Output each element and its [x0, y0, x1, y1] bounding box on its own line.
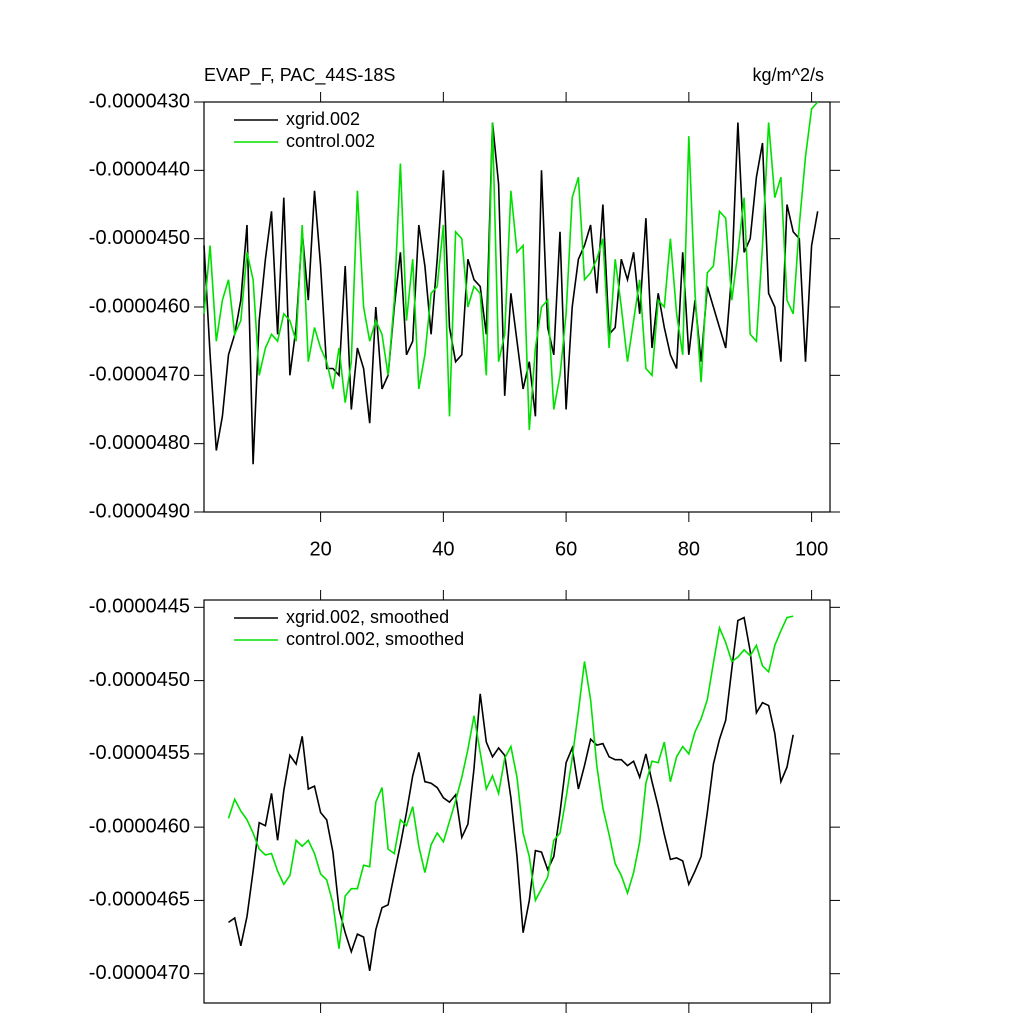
plot-frame [203, 599, 831, 1004]
x-tick-label: 20 [309, 538, 331, 560]
x-tick-label: 60 [555, 538, 577, 560]
y-tick-label: -0.0000470 [89, 364, 190, 386]
x-tick-label: 40 [432, 538, 454, 560]
y-tick-label: -0.0000450 [89, 227, 190, 249]
legend-label: control.002 [286, 131, 375, 151]
x-tick-label: 80 [678, 538, 700, 560]
series-line [227, 615, 794, 949]
y-tick-label: -0.0000470 [89, 962, 190, 984]
y-tick-label: -0.0000460 [89, 815, 190, 837]
x-tick-label: 100 [795, 538, 828, 560]
y-tick-label: -0.0000465 [89, 889, 190, 911]
legend-label: xgrid.002 [286, 109, 360, 129]
y-tick-label: -0.0000490 [89, 500, 190, 522]
series-line [203, 101, 819, 431]
series-line [203, 122, 819, 465]
units-label: kg/m^2/s [753, 65, 824, 85]
y-tick-label: -0.0000460 [89, 295, 190, 317]
y-tick-label: -0.0000445 [89, 596, 190, 618]
chart-title: EVAP_F, PAC_44S-18S [204, 65, 395, 86]
y-tick-label: -0.0000455 [89, 742, 190, 764]
series-line [228, 616, 794, 971]
legend-label: control.002, smoothed [286, 629, 464, 649]
legend-label: xgrid.002, smoothed [286, 607, 449, 627]
y-tick-label: -0.0000440 [89, 159, 190, 181]
y-tick-label: -0.0000450 [89, 669, 190, 691]
y-tick-label: -0.0000430 [89, 90, 190, 112]
y-tick-label: -0.0000480 [89, 432, 190, 454]
